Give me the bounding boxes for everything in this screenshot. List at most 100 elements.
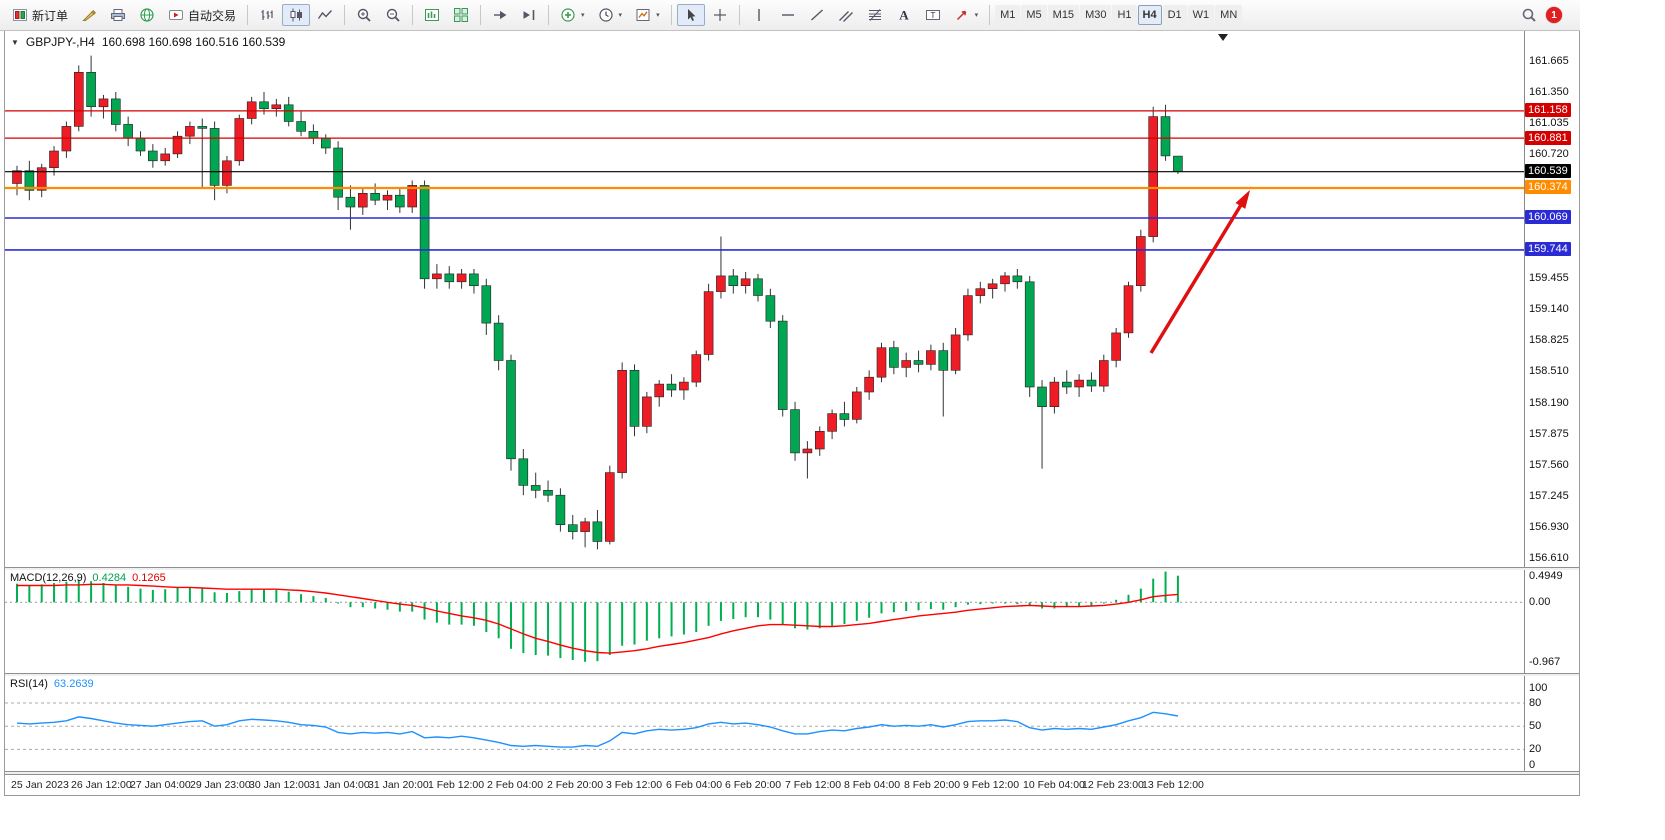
mt4-terminal: 新订单 自动交易 ▾ ▾ ▾ A T ▾ M1 M5 M15 M30 H1 H4 D1 W1 MN 1 161.… <box>0 0 1580 796</box>
timeframe-M1[interactable]: M1 <box>995 5 1021 25</box>
macd-axis[interactable]: 0.4949 0.00 -0.967 <box>1524 570 1579 673</box>
price-tick: 157.875 <box>1529 428 1569 440</box>
timeframe-M5[interactable]: M5 <box>1021 5 1047 25</box>
price-tick: 158.190 <box>1529 397 1569 409</box>
candlestick-icon <box>288 7 304 23</box>
rsi-tick: 100 <box>1529 682 1548 694</box>
macd-name: MACD(12,26,9) <box>10 572 87 584</box>
time-label: 26 Jan 12:00 <box>71 779 132 791</box>
candlestick-button[interactable] <box>282 4 311 26</box>
rsi-panel: 100 80 50 20 0 RSI(14) 63.2639 <box>5 676 1579 771</box>
line-chart-button[interactable] <box>311 4 339 26</box>
horizontal-line-button[interactable] <box>774 4 802 26</box>
arrows-object-button[interactable]: ▾ <box>948 4 985 26</box>
toolbar-separator <box>480 5 482 25</box>
fibonacci-button[interactable] <box>861 4 889 26</box>
timeframe-W1[interactable]: W1 <box>1187 5 1215 25</box>
timeframe-MN[interactable]: MN <box>1215 5 1243 25</box>
macd-chart-canvas[interactable] <box>5 570 1525 673</box>
toolbar-right: 1 <box>1521 7 1574 23</box>
chart-expander-icon[interactable]: ▼ <box>11 37 19 47</box>
time-label: 10 Feb 04:00 <box>1023 779 1085 791</box>
svg-text:T: T <box>930 11 935 20</box>
zoom-out-button[interactable] <box>379 4 407 26</box>
tile-windows-button[interactable] <box>447 4 475 26</box>
timeframe-M30[interactable]: M30 <box>1080 5 1112 25</box>
rsi-tick: 50 <box>1529 720 1542 732</box>
metaeditor-icon <box>81 7 97 23</box>
community-icon <box>139 7 155 23</box>
equidistant-channel-button[interactable] <box>832 4 860 26</box>
time-label: 2 Feb 20:00 <box>547 779 604 791</box>
price-tag-160.374: 160.374 <box>1525 180 1571 194</box>
time-axis[interactable]: 25 Jan 2023 26 Jan 12:00 27 Jan 04:00 29 Ja… <box>5 774 1579 795</box>
bar-chart-button[interactable] <box>253 4 281 26</box>
time-label: 2 Feb 04:00 <box>487 779 544 791</box>
timeframe-M15[interactable]: M15 <box>1047 5 1080 25</box>
autotrade-button[interactable]: 自动交易 <box>162 4 242 26</box>
macd-tick: -0.967 <box>1529 656 1561 668</box>
price-tick: 158.510 <box>1529 365 1569 377</box>
equidistant-channel-icon <box>838 7 854 23</box>
notification-badge[interactable]: 1 <box>1546 7 1562 23</box>
rsi-value: 63.2639 <box>53 678 94 690</box>
auto-scroll-button[interactable] <box>486 4 514 26</box>
panel-separator[interactable] <box>5 673 1579 676</box>
zoom-in-button[interactable] <box>350 4 378 26</box>
price-tick: 159.455 <box>1529 272 1569 284</box>
price-tick: 161.035 <box>1529 117 1569 129</box>
macd-title: MACD(12,26,9) 0.4284 0.1265 <box>10 572 166 584</box>
panel-separator[interactable] <box>5 771 1579 774</box>
search-icon[interactable] <box>1521 7 1537 23</box>
time-label: 8 Feb 04:00 <box>844 779 901 791</box>
timeframe-H1[interactable]: H1 <box>1112 5 1137 25</box>
cursor-button[interactable] <box>676 4 705 26</box>
price-axis[interactable]: 161.665 161.350 161.035 160.720 159.455 159.1… <box>1524 31 1579 567</box>
price-chart-canvas[interactable] <box>5 31 1525 567</box>
indicators-button[interactable]: ▾ <box>554 4 591 26</box>
chart-window: 161.665 161.350 161.035 160.720 159.455 159.1… <box>4 31 1580 796</box>
svg-text:A: A <box>899 8 909 23</box>
rsi-tick: 20 <box>1529 743 1542 755</box>
price-tick: 156.930 <box>1529 521 1569 533</box>
periods-button[interactable]: ▾ <box>592 4 629 26</box>
text-icon: A <box>896 7 912 23</box>
chart-shift-button[interactable] <box>515 4 543 26</box>
community-button[interactable] <box>133 4 161 26</box>
timeframe-D1[interactable]: D1 <box>1162 5 1187 25</box>
line-chart-icon <box>317 7 333 23</box>
rsi-axis[interactable]: 100 80 50 20 0 <box>1524 676 1579 771</box>
text-label-button[interactable]: T <box>919 4 947 26</box>
time-label: 8 Feb 20:00 <box>904 779 961 791</box>
chevron-down-icon: ▾ <box>618 12 623 19</box>
rsi-title: RSI(14) 63.2639 <box>10 678 94 690</box>
price-tick: 157.560 <box>1529 459 1569 471</box>
rsi-chart-canvas[interactable] <box>5 676 1525 771</box>
print-button[interactable] <box>104 4 132 26</box>
vertical-line-button[interactable] <box>745 4 773 26</box>
toolbar-separator <box>670 5 672 25</box>
text-button[interactable]: A <box>890 4 918 26</box>
price-tick: 157.245 <box>1529 490 1569 502</box>
toolbar-separator <box>548 5 550 25</box>
rsi-tick: 80 <box>1529 697 1542 709</box>
trendline-button[interactable] <box>803 4 831 26</box>
templates-button[interactable]: ▾ <box>629 4 666 26</box>
bar-chart-icon <box>259 7 275 23</box>
new-chart-icon <box>424 7 440 23</box>
price-tag-160.881: 160.881 <box>1525 131 1571 145</box>
toolbar-buttons: 新订单 自动交易 ▾ ▾ ▾ A T ▾ M1 M5 M15 M30 H1 H4 D1 W1 MN <box>6 4 1243 26</box>
new-chart-button[interactable] <box>418 4 446 26</box>
timeframe-H4[interactable]: H4 <box>1137 5 1162 25</box>
templates-icon <box>635 7 651 23</box>
crosshair-icon <box>712 7 728 23</box>
chevron-down-icon: ▾ <box>974 12 979 19</box>
crosshair-button[interactable] <box>706 4 734 26</box>
fibonacci-icon <box>867 7 883 23</box>
time-label: 29 Jan 23:00 <box>190 779 251 791</box>
panel-separator[interactable] <box>5 567 1579 570</box>
zoom-out-icon <box>385 7 401 23</box>
metaeditor-button[interactable] <box>75 4 103 26</box>
new-order-button[interactable]: 新订单 <box>6 4 74 26</box>
toolbar-separator <box>247 5 249 25</box>
